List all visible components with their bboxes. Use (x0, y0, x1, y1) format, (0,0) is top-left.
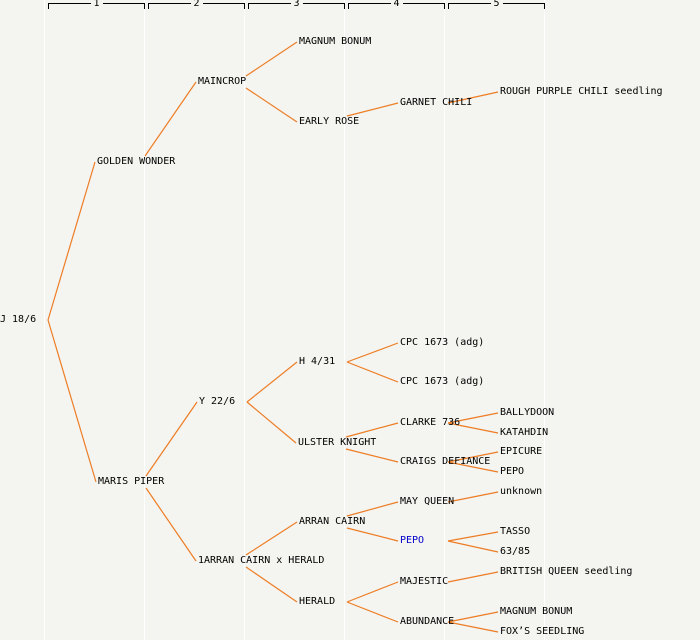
pedigree-node-h431: H 4/31 (299, 356, 336, 367)
ruler-bracket-2: 2 (148, 0, 245, 9)
ruler-number: 5 (490, 0, 503, 9)
ruler-number: 3 (290, 0, 303, 9)
pedigree-edge (346, 601, 399, 623)
pedigree-node-clarke: CLARKE 736 (400, 417, 461, 428)
pedigree-node-ach: 1ARRAN CAIRN x HERALD (198, 555, 325, 566)
pedigree-edge (447, 91, 499, 104)
column-gridline (444, 0, 445, 640)
pedigree-node-magnum5: MAGNUM BONUM (500, 606, 573, 617)
pedigree-node-link-pepolink[interactable]: PEPO (400, 535, 425, 546)
column-gridline (44, 0, 45, 640)
pedigree-node-majestic: MAJESTIC (400, 576, 449, 587)
pedigree-edge (145, 401, 198, 477)
ruler-number: 2 (190, 0, 203, 9)
ruler-bracket-4: 4 (348, 0, 445, 9)
pedigree-edge (447, 531, 499, 542)
pedigree-edge (447, 451, 499, 463)
pedigree-edge (145, 487, 197, 562)
column-gridline (144, 0, 145, 640)
pedigree-node-acairn: ARRAN CAIRN (299, 516, 366, 527)
pedigree-node-y226: Y 22/6 (199, 396, 236, 407)
pedigree-edge (246, 401, 297, 444)
pedigree-node-rough: ROUGH PURPLE CHILI seedling (500, 86, 663, 97)
pedigree-node-mayqueen: MAY QUEEN (400, 496, 455, 507)
pedigree-node-herald: HERALD (299, 596, 336, 607)
pedigree-edge (245, 521, 298, 556)
pedigree-edge (47, 319, 97, 483)
column-gridline (344, 0, 345, 640)
ruler-number: 1 (90, 0, 103, 9)
pedigree-node-pepo5: PEPO (500, 466, 525, 477)
pedigree-node-ballydoon: BALLYDOON (500, 407, 555, 418)
pedigree-edge (245, 41, 298, 77)
pedigree-node-maincrop: MAINCROP (198, 76, 247, 87)
pedigree-node-cpc2: CPC 1673 (adg) (400, 376, 485, 387)
pedigree-edge (246, 361, 298, 403)
pedigree-edge (447, 540, 499, 553)
pedigree-node-tasso: TASSO (500, 526, 531, 537)
pedigree-node-abundance: ABUNDANCE (400, 616, 455, 627)
pedigree-node-ulster: ULSTER KNIGHT (298, 437, 377, 448)
pedigree-node-gwonder: GOLDEN WONDER (97, 156, 176, 167)
pedigree-edge (346, 361, 399, 383)
pedigree-node-mpiper: MARIS PIPER (98, 476, 165, 487)
pedigree-node-katahdin: KATAHDIN (500, 427, 549, 438)
pedigree-edge (346, 102, 399, 117)
pedigree-edge (346, 501, 399, 517)
pedigree-edge (447, 621, 499, 633)
pedigree-node-magnum3: MAGNUM BONUM (299, 36, 372, 47)
pedigree-node-n6385: 63/85 (500, 546, 531, 557)
ruler-number: 4 (390, 0, 403, 9)
ruler-bracket-5: 5 (448, 0, 545, 9)
pedigree-node-unknown: unknown (500, 486, 543, 497)
ruler-bracket-3: 3 (248, 0, 345, 9)
column-gridline (244, 0, 245, 640)
pedigree-edge (346, 527, 399, 542)
pedigree-edge (346, 342, 399, 363)
pedigree-node-cpc1: CPC 1673 (adg) (400, 337, 485, 348)
ruler-bracket-1: 1 (48, 0, 145, 9)
pedigree-edge (447, 571, 499, 583)
pedigree-edge (144, 81, 197, 157)
column-gridline (544, 0, 545, 640)
pedigree-edge (447, 611, 499, 623)
pedigree-edge (447, 412, 499, 424)
pedigree-edge (447, 491, 499, 503)
pedigree-node-bqs: BRITISH QUEEN seedling (500, 566, 633, 577)
pedigree-edge (345, 422, 399, 438)
pedigree-node-earlyrose: EARLY ROSE (299, 116, 360, 127)
pedigree-edge (47, 161, 96, 321)
pedigree-edge (447, 422, 499, 434)
pedigree-node-j186: J 18/6 (0, 314, 37, 325)
pedigree-node-garnet: GARNET CHILI (400, 97, 473, 108)
pedigree-node-fox: FOX’S SEEDLING (500, 626, 585, 637)
pedigree-node-epicure: EPICURE (500, 446, 543, 457)
pedigree-edge (447, 461, 499, 473)
pedigree-node-craigs: CRAIGS DEFIANCE (400, 456, 491, 467)
pedigree-edge (345, 448, 399, 463)
pedigree-edge (245, 87, 298, 123)
pedigree-edge (245, 566, 298, 603)
pedigree-edge (346, 581, 399, 603)
